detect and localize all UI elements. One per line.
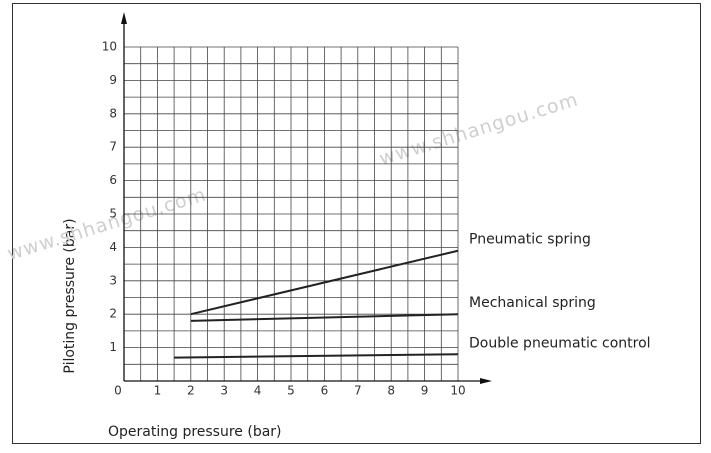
x-tick-label: 8 [387,384,395,398]
legend-label: Double pneumatic control [469,335,651,351]
y-tick-label: 9 [109,73,117,87]
x-tick-label: 5 [287,384,295,398]
y-tick-label: 2 [109,307,117,321]
y-tick-label: 4 [109,240,117,254]
x-tick-label: 2 [187,384,195,398]
y-tick-label: 1 [109,340,117,354]
series-line [190,313,459,322]
x-tick-label: 1 [154,384,162,398]
y-tick-label: 8 [109,106,117,120]
legend-label: Mechanical spring [469,295,596,311]
watermark: www.shhangou.com [377,88,581,170]
x-tick-label: 0 [114,384,122,398]
x-axis-label: Operating pressure (bar) [108,424,282,440]
x-tick-label: 4 [254,384,262,398]
y-tick-label: 5 [109,207,117,221]
y-tick-label: 6 [109,173,117,187]
x-axis-arrow [480,378,492,384]
series-line [174,353,459,359]
y-tick-label: 3 [109,273,117,287]
series-line [190,249,459,316]
y-axis-arrow [121,12,127,24]
watermark: www.shhangou.com [5,183,209,265]
frame [12,3,701,444]
x-tick-label: 10 [450,384,465,398]
x-tick-label: 7 [354,384,362,398]
y-axis-label: Piloting pressure (bar) [62,218,78,373]
legend-label: Pneumatic spring [469,232,591,248]
x-tick-label: 6 [321,384,329,398]
y-tick-label: 10 [102,40,117,54]
y-tick-label: 7 [109,140,117,154]
x-tick-label: 3 [220,384,228,398]
x-tick-label: 9 [421,384,429,398]
